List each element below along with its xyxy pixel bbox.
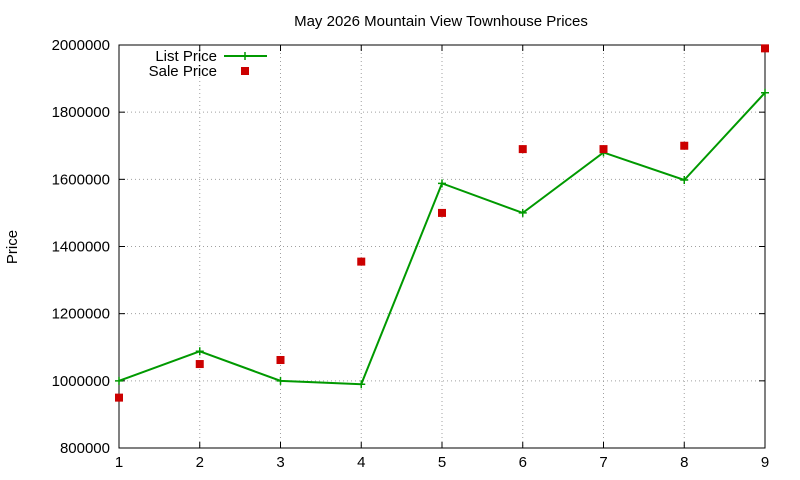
sale-price-point <box>115 393 123 402</box>
legend-label-list-price: List Price <box>155 48 217 65</box>
x-axis-ticks: 1 2 3 4 5 6 7 8 9 <box>115 45 769 471</box>
sale-price-point <box>357 257 366 266</box>
x-tick-label: 6 <box>519 454 527 471</box>
legend-marker-sale-price <box>241 67 249 75</box>
x-tick-label: 7 <box>599 454 607 471</box>
y-tick-label: 1600000 <box>52 171 110 188</box>
y-tick-label: 1200000 <box>52 306 110 323</box>
legend-marker-list-price <box>241 52 249 60</box>
y-axis-label: Price <box>4 230 21 264</box>
list-price-point <box>276 376 285 385</box>
list-price-point <box>761 88 769 97</box>
plot-border <box>118 44 766 449</box>
list-price-point <box>195 347 204 356</box>
sale-price-point <box>518 145 527 154</box>
sale-price-point <box>276 356 285 365</box>
x-tick-label: 1 <box>115 454 123 471</box>
chart-title: May 2026 Mountain View Townhouse Prices <box>294 13 588 30</box>
grid-lines <box>119 45 765 448</box>
y-tick-label: 2000000 <box>52 37 110 54</box>
sale-price-point <box>195 360 204 369</box>
list-price-point <box>680 176 689 185</box>
data-series <box>115 44 769 402</box>
x-tick-label: 3 <box>276 454 284 471</box>
sale-price-point <box>438 208 446 217</box>
y-tick-label: 800000 <box>60 440 110 457</box>
y-axis-ticks: 800000 1000000 1200000 1400000 1600000 180000… <box>52 37 765 457</box>
x-tick-label: 5 <box>438 454 446 471</box>
list-price-point <box>438 179 446 188</box>
y-tick-label: 1000000 <box>52 373 110 390</box>
x-tick-label: 9 <box>761 454 769 471</box>
legend: List Price Sale Price <box>149 48 267 80</box>
list-price-line <box>118 92 766 386</box>
sale-price-point <box>761 44 769 53</box>
y-tick-label: 1800000 <box>52 104 110 121</box>
list-price-point <box>518 208 527 217</box>
legend-label-sale-price: Sale Price <box>149 63 217 80</box>
x-tick-label: 8 <box>680 454 688 471</box>
list-price-point <box>357 380 366 389</box>
sale-price-point <box>599 145 608 154</box>
y-tick-label: 1400000 <box>52 239 110 256</box>
sale-price-point <box>680 141 689 150</box>
x-tick-label: 2 <box>196 454 204 471</box>
list-price-point <box>115 376 123 385</box>
x-tick-label: 4 <box>357 454 365 471</box>
